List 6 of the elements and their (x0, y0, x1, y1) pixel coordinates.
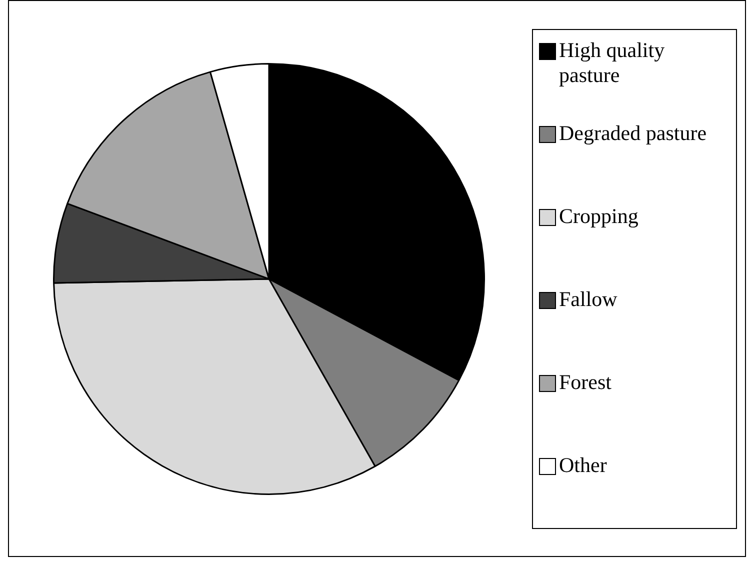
legend-label: Other (559, 453, 608, 478)
legend-label: High quality pasture (559, 38, 666, 88)
legend-label: Cropping (559, 204, 640, 229)
legend-label: Forest (559, 370, 612, 396)
legend-label: Degraded pasture (559, 120, 708, 146)
legend-label: Fallow (559, 287, 618, 312)
